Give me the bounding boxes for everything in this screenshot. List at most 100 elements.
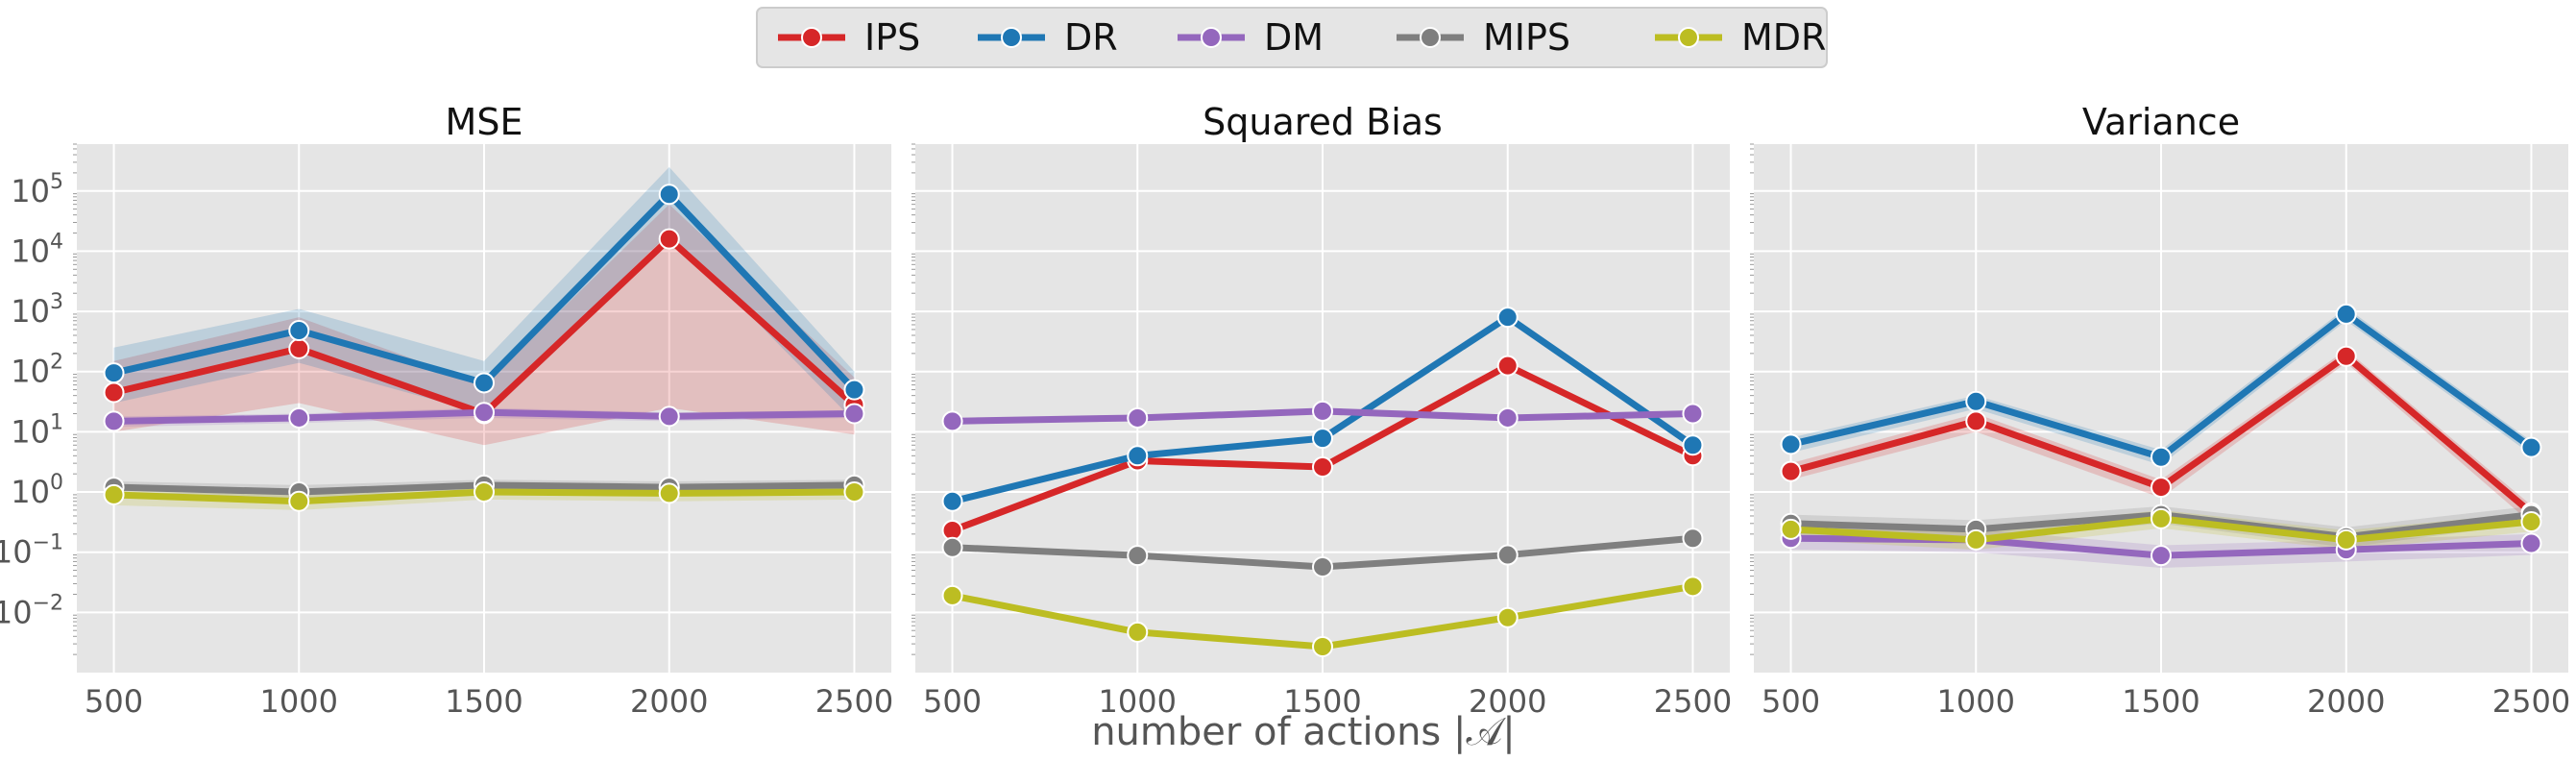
data-point-mdr bbox=[658, 482, 680, 504]
x-tick-label: 2000 bbox=[1469, 683, 1546, 720]
series-mdr bbox=[103, 481, 865, 512]
x-tick-label: 500 bbox=[1762, 683, 1820, 720]
y-tick-label: 10−1 bbox=[0, 531, 63, 571]
data-point-dr bbox=[2520, 436, 2542, 458]
legend-marker bbox=[801, 27, 822, 48]
data-point-dm bbox=[1312, 400, 1333, 422]
legend-label: IPS bbox=[864, 16, 920, 59]
data-point-ips bbox=[2151, 477, 2172, 499]
data-point-mdr bbox=[2520, 511, 2542, 533]
legend-entry-dr: DR bbox=[978, 16, 1118, 59]
data-point-dm bbox=[941, 410, 963, 432]
panel-squared-bias: Squared Bias 500 1000 1500 2000 2500 bbox=[911, 101, 1732, 720]
legend-entry-ips: IPS bbox=[778, 16, 920, 59]
data-point-mdr bbox=[1682, 576, 1704, 598]
data-point-dm bbox=[2151, 545, 2172, 567]
data-point-ips bbox=[288, 337, 310, 359]
data-point-dm bbox=[1127, 406, 1149, 429]
data-point-dr bbox=[474, 372, 495, 394]
y-tick-label: 10−2 bbox=[0, 591, 63, 630]
x-tick-labels: 500 1000 1500 2000 2500 bbox=[1762, 683, 2570, 720]
data-point-mdr bbox=[1127, 621, 1149, 643]
data-point-ips bbox=[2335, 345, 2357, 367]
x-tick-label: 1500 bbox=[445, 683, 522, 720]
data-point-mdr bbox=[1312, 635, 1333, 657]
y-tick-labels: 10−2 10−1 100 101 102 103 104 105 bbox=[0, 170, 63, 631]
panel-title: Squared Bias bbox=[1203, 101, 1443, 143]
y-tick-label: 104 bbox=[11, 230, 63, 269]
data-point-dr bbox=[1127, 445, 1149, 467]
data-point-mdr bbox=[1780, 518, 1802, 540]
panel-title: Variance bbox=[2082, 101, 2240, 143]
data-point-mips bbox=[1496, 544, 1519, 566]
data-point-dr bbox=[2335, 303, 2357, 325]
y-minor-ticks bbox=[1750, 143, 1754, 655]
y-minor-ticks bbox=[73, 143, 77, 655]
y-tick-label: 103 bbox=[11, 290, 63, 330]
x-tick-label: 1500 bbox=[2122, 683, 2199, 720]
data-point-mips bbox=[1682, 528, 1704, 550]
series-mdr bbox=[1780, 507, 2542, 551]
x-tick-label: 2500 bbox=[1654, 683, 1732, 720]
data-point-mips bbox=[941, 536, 963, 558]
x-tick-label: 2500 bbox=[2492, 683, 2570, 720]
data-point-mdr bbox=[103, 483, 125, 505]
data-point-dr bbox=[1965, 390, 1987, 412]
data-point-dr bbox=[1312, 428, 1333, 450]
band-ips bbox=[113, 204, 855, 446]
legend-marker bbox=[1678, 27, 1699, 48]
x-tick-labels: 500 1000 1500 2000 2500 bbox=[923, 683, 1732, 720]
legend-label: MIPS bbox=[1483, 16, 1570, 59]
data-point-ips bbox=[1780, 460, 1802, 482]
data-point-mdr bbox=[288, 490, 310, 512]
data-point-dr bbox=[1682, 434, 1704, 456]
legend-label: MDR bbox=[1741, 16, 1826, 59]
legend-marker bbox=[1201, 27, 1222, 48]
y-minor-ticks bbox=[911, 143, 915, 655]
x-tick-label: 500 bbox=[923, 683, 982, 720]
data-point-dr bbox=[941, 490, 963, 512]
legend-marker bbox=[1001, 27, 1022, 48]
data-point-dm bbox=[1682, 403, 1704, 425]
x-tick-label: 1000 bbox=[260, 683, 338, 720]
x-axis-label: number of actions |𝒜| bbox=[1091, 710, 1516, 754]
y-tick-label: 105 bbox=[11, 170, 63, 209]
data-point-dm bbox=[2520, 532, 2542, 554]
data-point-dr bbox=[1780, 433, 1802, 455]
legend-box bbox=[756, 7, 1828, 68]
data-point-dm bbox=[1496, 406, 1519, 429]
legend: IPS DR DM MIPS MDR bbox=[756, 7, 1828, 68]
data-point-dm bbox=[474, 402, 495, 424]
panel-variance: Variance 500 1000 1500 2000 2500 bbox=[1750, 101, 2570, 720]
x-tick-label: 500 bbox=[85, 683, 143, 720]
data-point-dr bbox=[843, 379, 865, 401]
y-tick-label: 102 bbox=[11, 351, 63, 390]
data-point-dm bbox=[103, 410, 125, 432]
x-tick-label: 2000 bbox=[630, 683, 708, 720]
data-point-mdr bbox=[1496, 606, 1519, 628]
legend-entry-mips: MIPS bbox=[1397, 16, 1570, 59]
legend-entry-dm: DM bbox=[1178, 16, 1324, 59]
series-dr bbox=[1780, 303, 2542, 468]
gridlines bbox=[1754, 144, 2568, 673]
panel-title: MSE bbox=[446, 101, 523, 143]
data-point-dr bbox=[288, 320, 310, 342]
data-point-dr bbox=[658, 184, 680, 206]
y-tick-label: 100 bbox=[11, 471, 63, 510]
data-point-mdr bbox=[941, 584, 963, 606]
series-dr bbox=[941, 307, 1704, 512]
data-point-dm bbox=[288, 406, 310, 429]
data-point-dr bbox=[103, 362, 125, 384]
data-point-ips bbox=[1312, 456, 1333, 479]
data-point-mips bbox=[1312, 555, 1333, 577]
legend-label: DR bbox=[1064, 16, 1118, 59]
series-dr bbox=[103, 184, 865, 401]
data-point-ips bbox=[1496, 355, 1519, 377]
series-dm bbox=[103, 402, 865, 432]
data-point-dm bbox=[843, 403, 865, 425]
data-point-mdr bbox=[2335, 528, 2357, 551]
legend-marker bbox=[1420, 27, 1441, 48]
data-point-mdr bbox=[843, 481, 865, 503]
